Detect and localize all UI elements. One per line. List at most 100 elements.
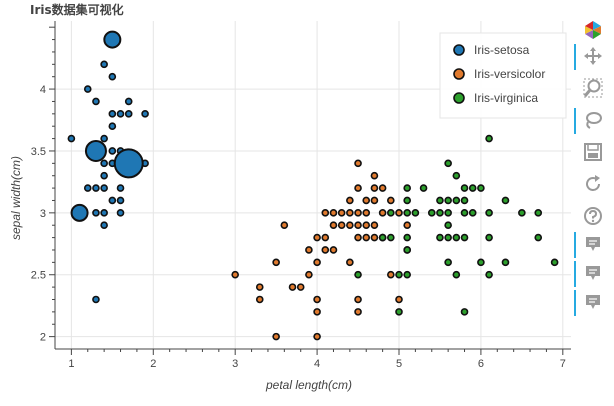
data-point [321,233,330,242]
data-point [83,85,92,93]
data-point [395,270,403,279]
data-point [370,233,379,242]
data-point [534,209,543,217]
data-point [255,295,264,304]
lasso-tool-icon[interactable] [581,108,605,132]
legend-label: Iris-versicolor [474,67,545,81]
x-tick-label: 1 [68,358,74,370]
active-tool-indicator [574,232,576,258]
x-tick-label: 5 [396,358,402,370]
data-point [436,209,444,217]
data-point [460,196,469,205]
series-iris-versicolor [231,159,411,341]
data-point [329,246,338,254]
data-point [272,258,280,267]
data-point-large [103,30,122,49]
data-point [141,110,149,118]
data-point [362,196,371,205]
save-tool-icon[interactable] [581,140,605,164]
data-point [272,332,280,341]
data-point [116,184,125,192]
data-point [370,171,379,180]
data-point [501,258,510,267]
data-point [485,209,493,217]
data-point [329,209,338,217]
lasso-tool-icon [586,112,602,129]
data-point [387,196,395,205]
help-tool-icon [584,207,602,225]
data-point [501,196,510,205]
data-point [403,184,411,192]
data-point [92,97,100,106]
data-point [305,246,313,254]
data-point [313,308,321,316]
data-point [460,184,469,192]
data-point [108,110,117,118]
data-point [485,270,493,279]
data-point [124,97,133,106]
data-point [378,233,387,242]
series-iris-virginica [354,134,559,316]
bokeh-logo-icon [581,18,605,42]
legend-marker [453,92,465,104]
data-point [255,283,264,291]
data-point [354,295,362,304]
data-point [452,233,461,242]
data-point [354,308,362,316]
data-point [346,221,354,230]
data-point [370,196,379,205]
data-point [67,134,76,143]
data-point [419,184,428,192]
data-point [460,233,469,242]
data-point [468,184,477,192]
data-point [280,221,289,230]
data-point [321,246,330,254]
series-iris-setosa [67,30,149,304]
data-point [305,270,313,279]
data-point [108,72,117,81]
help-tool-icon[interactable] [581,204,605,228]
data-point [92,295,100,304]
data-point [100,159,108,168]
x-tick-label: 7 [560,358,566,370]
data-point [100,134,108,143]
data-point [100,171,108,180]
data-point [354,159,362,168]
hover-tool-icon[interactable] [581,261,605,285]
data-point [378,184,387,192]
data-point [296,283,305,291]
data-point [108,147,117,155]
legend-label: Iris-setosa [474,43,530,57]
data-point [387,233,395,242]
active-tool-indicator [574,290,576,316]
data-point [116,209,125,217]
hover-tool-icon[interactable] [581,290,605,314]
data-point [403,209,411,217]
y-tick-label: 4 [40,84,46,96]
data-point [427,209,436,217]
data-point [403,196,411,205]
x-tick-label: 3 [232,358,238,370]
reset-tool-icon[interactable] [581,172,605,196]
hover-tool-icon[interactable] [581,232,605,256]
y-tick-label: 3.5 [31,146,46,158]
data-point [477,184,485,192]
data-point [444,221,452,230]
bokeh-logo-icon [585,21,601,39]
chart-title: Iris数据集可视化 [30,2,124,17]
data-point [460,308,469,316]
data-point-large [84,139,107,162]
data-point [313,233,321,242]
zoom-tool-icon[interactable] [581,76,605,100]
data-point [346,258,354,267]
data-point [452,196,461,205]
data-point-large [113,148,144,179]
active-tool-indicator [574,44,576,70]
pan-tool-icon[interactable] [581,44,605,68]
data-point [370,184,379,192]
data-point [362,221,371,230]
data-point [444,209,452,217]
hover-tool-icon [586,266,600,280]
data-point [354,233,362,242]
